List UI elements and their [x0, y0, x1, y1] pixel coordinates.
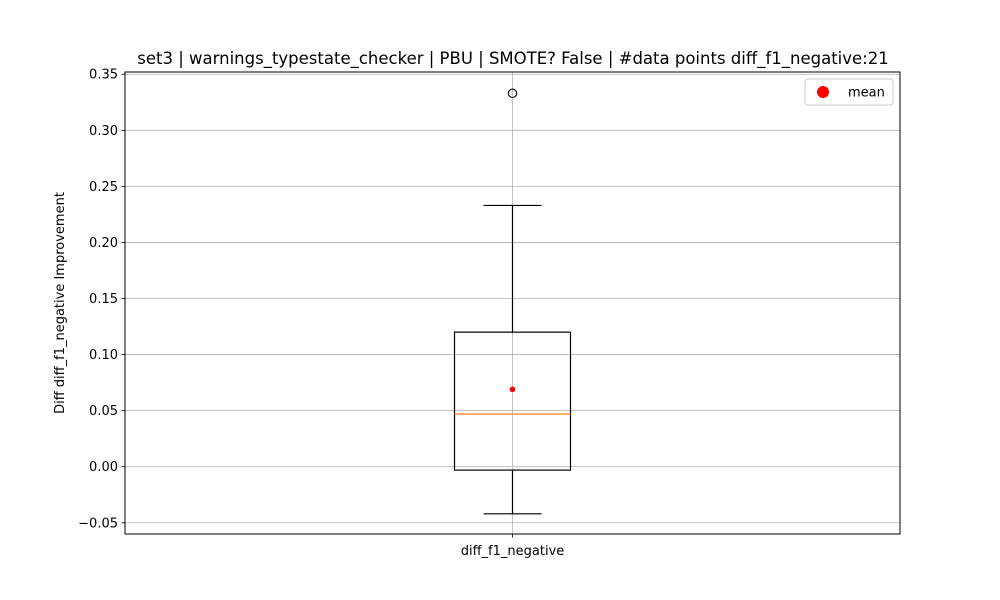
outlier-marker: [507, 88, 518, 99]
chart-title: set3 | warnings_typestate_checker | PBU …: [137, 49, 888, 69]
legend-label: mean: [848, 86, 885, 101]
legend-box: [804, 78, 894, 106]
x-axis-ticks: diff_f1_negative: [461, 534, 565, 559]
y-tick-label: 0.05: [89, 404, 118, 419]
y-tick-label: 0.35: [89, 68, 118, 83]
legend-mean-marker: [817, 86, 829, 98]
y-tick-label: 0.30: [89, 124, 118, 139]
y-tick-label: −0.05: [78, 516, 118, 531]
box-plot: [453, 88, 572, 515]
legend: mean: [804, 78, 894, 106]
y-tick-label: 0.10: [89, 348, 118, 363]
y-axis-label: Diff diff_f1_negative Improvement: [53, 192, 68, 414]
iqr-box: [453, 331, 572, 471]
y-axis-ticks: −0.05 0.00 0.05 0.10 0.15 0.20 0.25 0.30 0.35: [78, 68, 125, 531]
mean-marker: [509, 386, 516, 393]
y-tick-label: 0.25: [89, 180, 118, 195]
y-tick-label: 0.15: [89, 292, 118, 307]
y-tick-label: 0.00: [89, 460, 118, 475]
y-tick-label: 0.20: [89, 236, 118, 251]
x-tick-label: diff_f1_negative: [461, 544, 565, 559]
